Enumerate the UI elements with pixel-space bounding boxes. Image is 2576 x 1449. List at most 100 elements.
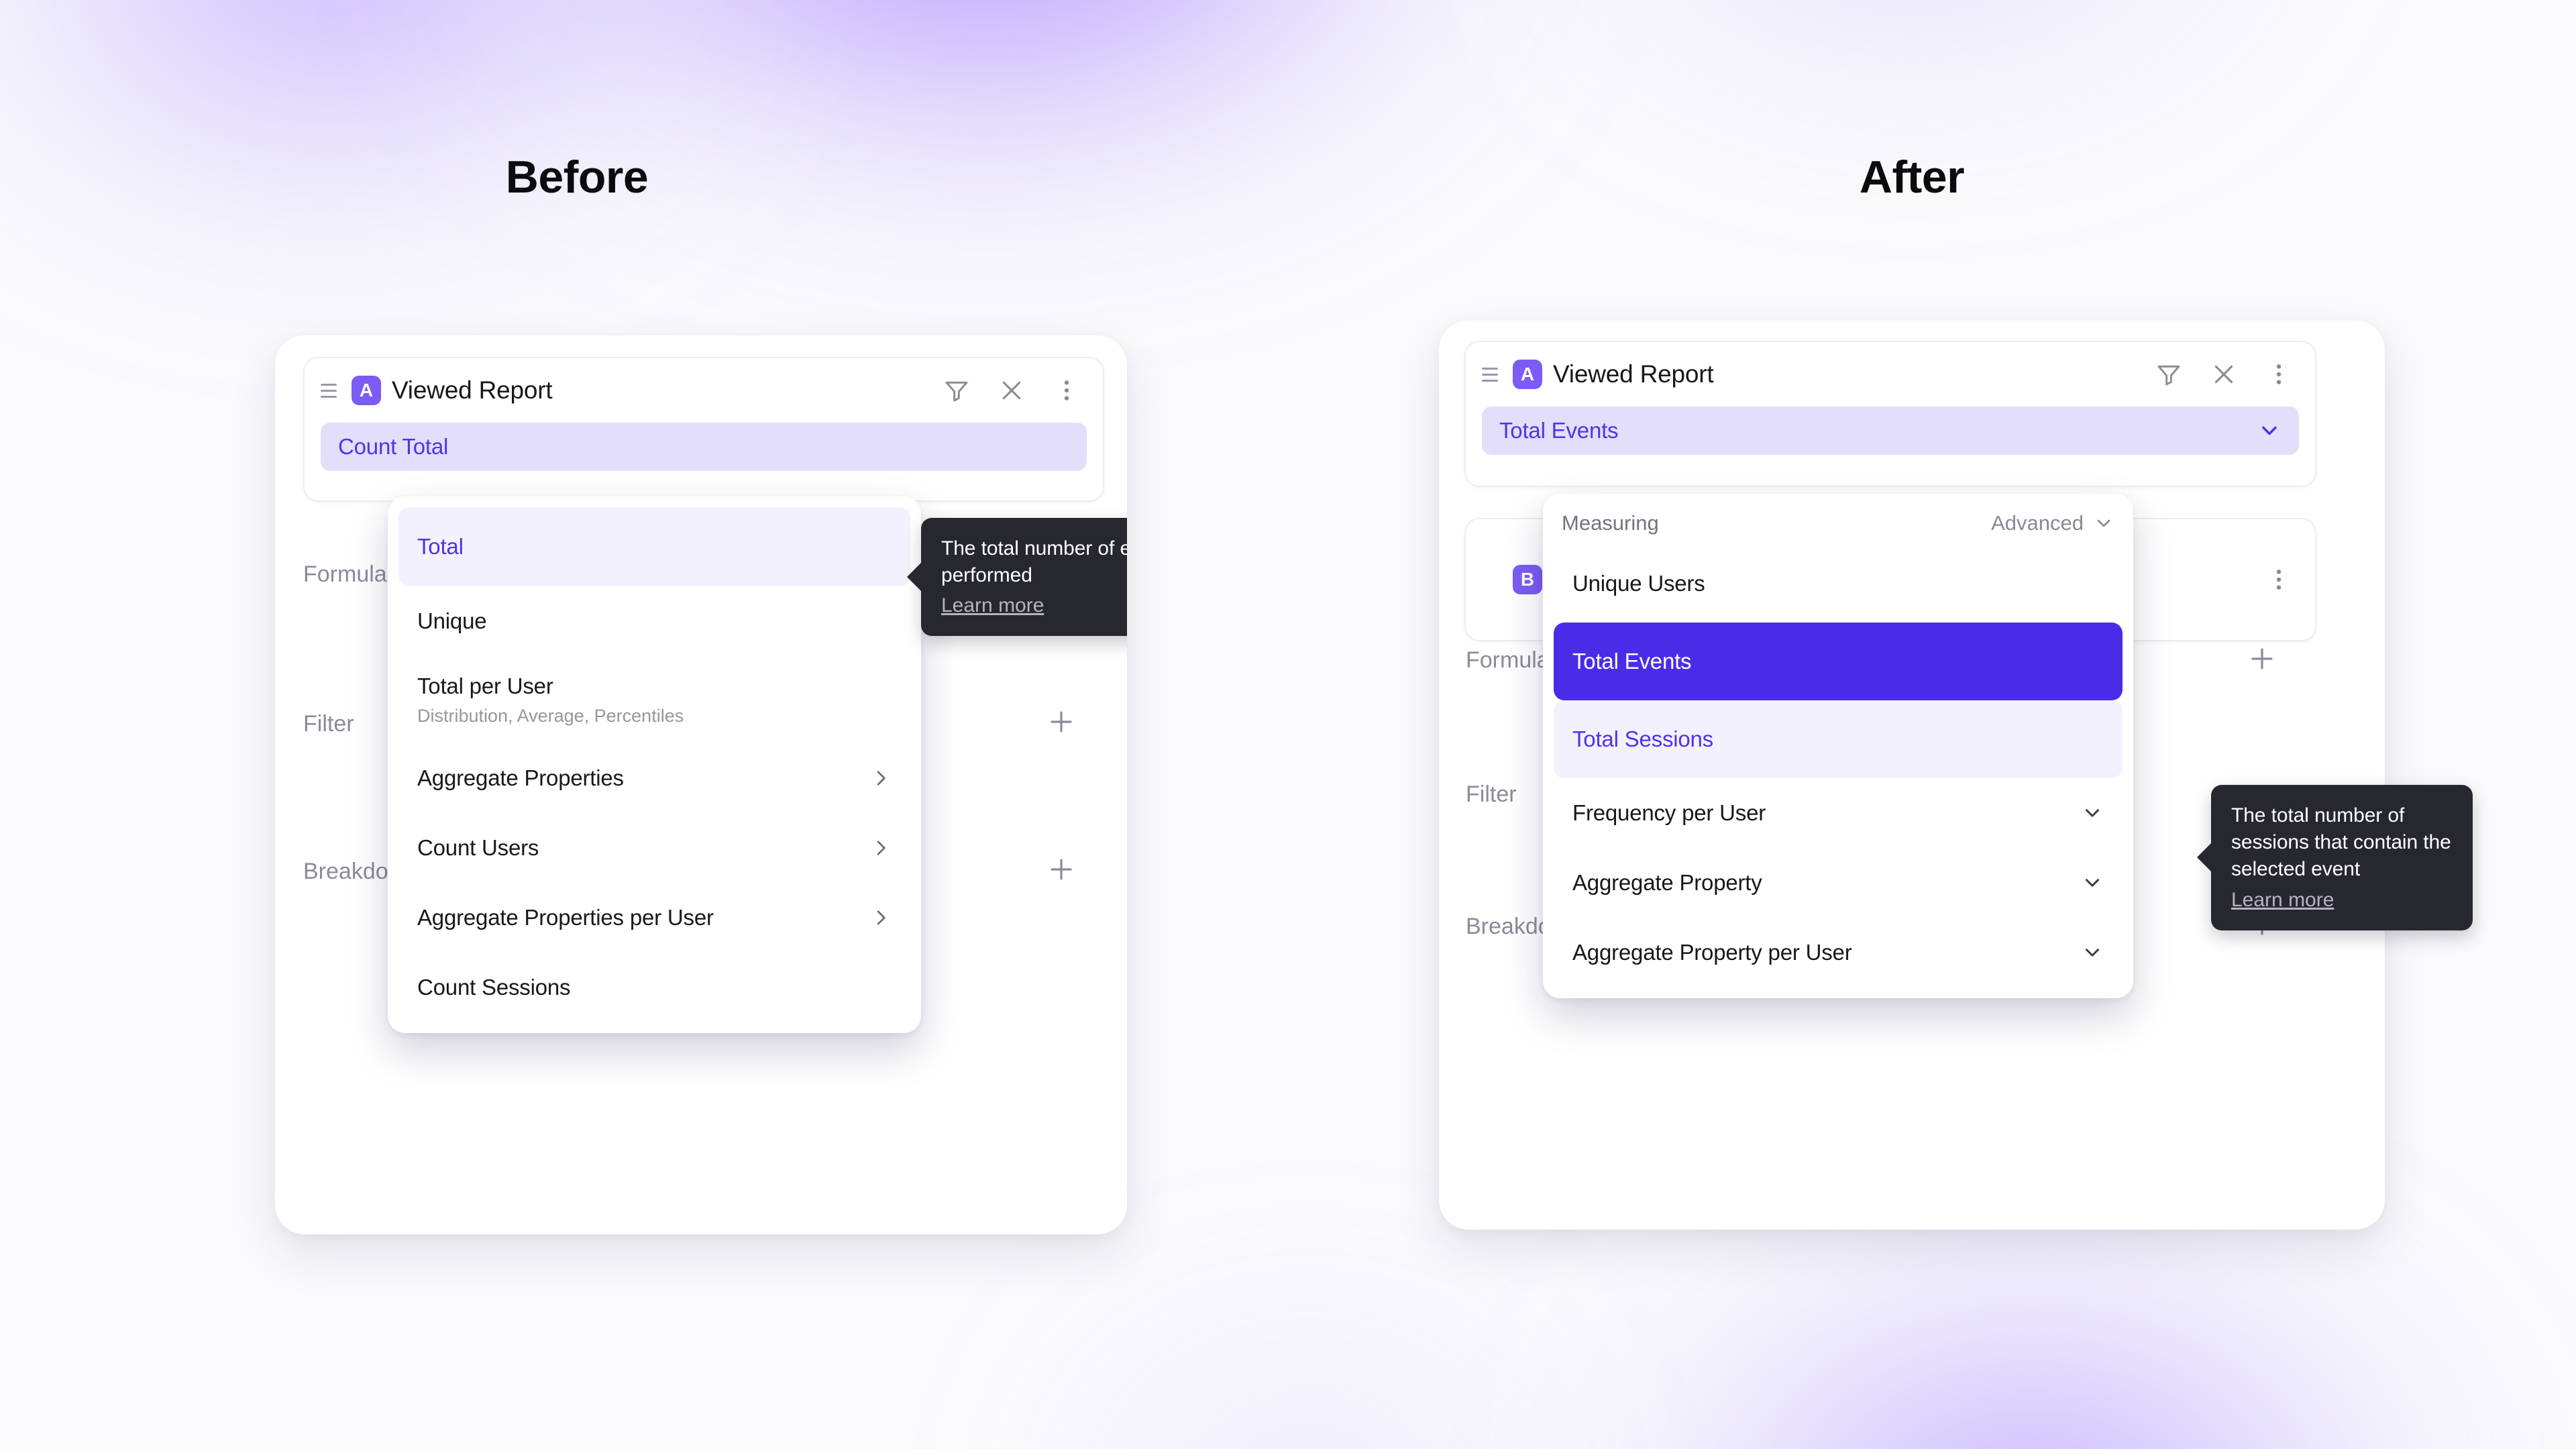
before-add-filter-button[interactable] [1045, 706, 1077, 738]
menu-item-aggregate-properties-per-user[interactable]: Aggregate Properties per User [398, 883, 910, 953]
menu-item-total-per-user[interactable]: Total per User Distribution, Average, Pe… [398, 656, 910, 743]
before-panel: A Viewed Report [275, 335, 1127, 1234]
before-add-breakdown-button[interactable] [1045, 853, 1077, 885]
chevron-down-icon[interactable] [2257, 419, 2282, 443]
after-menu-header-title: Measuring [1562, 511, 1659, 535]
menu-item-aggregate-properties[interactable]: Aggregate Properties [398, 743, 910, 813]
after-measure-value: Total Events [1499, 418, 1619, 443]
after-event-card-header: A Viewed Report [1466, 342, 2315, 407]
menu-item-count-sessions-main: Count Sessions [417, 975, 892, 1000]
before-row-label-formula: Formula [303, 561, 387, 587]
menu-item-aggregate-properties-per-user-main: Aggregate Properties per User [417, 905, 859, 930]
menu-item-total-events[interactable]: Total Events [1554, 623, 2123, 700]
after-tooltip-learn-more-link[interactable]: Learn more [2231, 888, 2334, 911]
menu-item-total-per-user-label: Total per User [417, 673, 553, 698]
menu-item-count-sessions-label: Count Sessions [417, 975, 571, 1000]
more-vertical-icon[interactable] [2265, 566, 2292, 593]
menu-item-total-label: Total [417, 534, 464, 559]
menu-item-count-sessions[interactable]: Count Sessions [398, 953, 910, 1022]
after-panel: A Viewed Report [1439, 321, 2385, 1230]
background-glow-bottom-left [1006, 1328, 1610, 1449]
menu-item-aggregate-property[interactable]: Aggregate Property [1554, 848, 2123, 918]
menu-item-unique-main: Unique [417, 608, 892, 634]
after-tooltip: The total number of sessions that contai… [2197, 785, 2473, 930]
event-badge-a: A [352, 376, 381, 405]
menu-item-frequency-per-user-main: Frequency per User [1572, 800, 2070, 826]
section-title-before: Before [505, 152, 649, 203]
more-vertical-icon[interactable] [2265, 361, 2292, 388]
tooltip-arrow [907, 562, 922, 592]
before-event-card: A Viewed Report [303, 357, 1104, 502]
menu-item-aggregate-properties-label: Aggregate Properties [417, 765, 624, 790]
after-add-filter-button[interactable] [2246, 643, 2278, 675]
chevron-down-icon [2081, 802, 2104, 824]
menu-item-total-per-user-main: Total per User Distribution, Average, Pe… [417, 674, 892, 727]
after-measure-menu[interactable]: Measuring Advanced Unique Users Tota [1543, 494, 2133, 998]
close-icon[interactable] [998, 377, 1025, 404]
menu-item-aggregate-property-label: Aggregate Property [1572, 870, 1762, 895]
menu-item-aggregate-property-main: Aggregate Property [1572, 870, 2070, 896]
background-glow-bottom-right [1462, 1194, 2576, 1449]
before-tooltip: The total number of events performed Lea… [907, 518, 1127, 637]
menu-item-unique[interactable]: Unique [398, 586, 910, 656]
chevron-right-icon [870, 767, 892, 789]
section-title-after: After [1859, 152, 1965, 203]
drag-handle-icon[interactable] [321, 380, 341, 400]
before-tooltip-learn-more-link[interactable]: Learn more [941, 594, 1044, 617]
menu-item-aggregate-properties-per-user-label: Aggregate Properties per User [417, 905, 714, 930]
after-tooltip-text: The total number of sessions that contai… [2231, 804, 2451, 881]
chevron-down-icon [2093, 513, 2114, 534]
filter-icon[interactable] [943, 377, 970, 404]
menu-item-count-users-label: Count Users [417, 835, 539, 860]
event-badge-a: A [1513, 360, 1542, 389]
after-measure-select[interactable]: Total Events [1482, 407, 2299, 455]
after-row-label-formula: Formula [1466, 647, 1550, 673]
menu-item-unique-users-main: Unique Users [1572, 571, 2104, 596]
after-event-title: Viewed Report [1553, 360, 1714, 388]
before-header-actions [943, 377, 1080, 404]
menu-item-total-sessions-main: Total Sessions [1572, 727, 2104, 752]
menu-item-total-events-label: Total Events [1572, 649, 1692, 674]
menu-item-aggregate-properties-main: Aggregate Properties [417, 765, 859, 791]
after-menu-header: Measuring Advanced [1543, 494, 2133, 541]
before-event-title: Viewed Report [392, 376, 553, 404]
menu-item-unique-label: Unique [417, 608, 487, 633]
tooltip-arrow [2197, 843, 2212, 873]
before-measure-menu-list: Total Unique Total per User Distribution… [388, 496, 921, 1033]
drag-handle-icon[interactable] [1482, 364, 1502, 384]
after-measure-menu-list: Unique Users Total Events Total Sessions [1543, 541, 2133, 998]
menu-item-aggregate-property-per-user[interactable]: Aggregate Property per User [1554, 918, 2123, 987]
before-panel-clip: A Viewed Report [275, 335, 1127, 1234]
after-event-card: A Viewed Report [1464, 341, 2316, 487]
chevron-right-icon [870, 837, 892, 859]
after-row-label-filter: Filter [1466, 782, 1517, 807]
menu-item-total-events-main: Total Events [1572, 649, 2104, 674]
before-measure-select[interactable]: Count Total [321, 423, 1087, 471]
menu-item-aggregate-property-per-user-label: Aggregate Property per User [1572, 940, 1852, 965]
before-row-label-filter: Filter [303, 711, 354, 737]
before-tooltip-text: The total number of events performed [941, 537, 1127, 587]
before-measure-menu[interactable]: Total Unique Total per User Distribution… [388, 496, 921, 1033]
after-panel-clip: A Viewed Report [1439, 321, 2385, 1230]
after-second-card-header: B [1466, 519, 2315, 640]
menu-item-frequency-per-user-label: Frequency per User [1572, 800, 1766, 825]
menu-item-unique-users[interactable]: Unique Users [1554, 545, 2123, 623]
menu-item-total-sessions[interactable]: Total Sessions [1554, 700, 2123, 778]
more-vertical-icon[interactable] [1053, 377, 1080, 404]
before-measure-value: Count Total [338, 434, 449, 459]
menu-item-total[interactable]: Total [398, 507, 910, 586]
menu-item-total-sessions-label: Total Sessions [1572, 727, 1713, 751]
chevron-down-icon [2081, 941, 2104, 964]
menu-item-count-users[interactable]: Count Users [398, 813, 910, 883]
menu-item-total-per-user-sublabel: Distribution, Average, Percentiles [417, 705, 684, 726]
close-icon[interactable] [2210, 361, 2237, 388]
menu-item-frequency-per-user[interactable]: Frequency per User [1554, 778, 2123, 848]
before-event-card-header: A Viewed Report [305, 358, 1103, 423]
after-header-actions [2155, 361, 2292, 388]
after-menu-advanced-toggle[interactable]: Advanced [1991, 511, 2114, 535]
filter-icon[interactable] [2155, 361, 2182, 388]
chevron-down-icon [2081, 871, 2104, 894]
event-badge-b: B [1513, 565, 1542, 594]
after-menu-advanced-label: Advanced [1991, 511, 2084, 535]
chevron-right-icon [870, 907, 892, 928]
